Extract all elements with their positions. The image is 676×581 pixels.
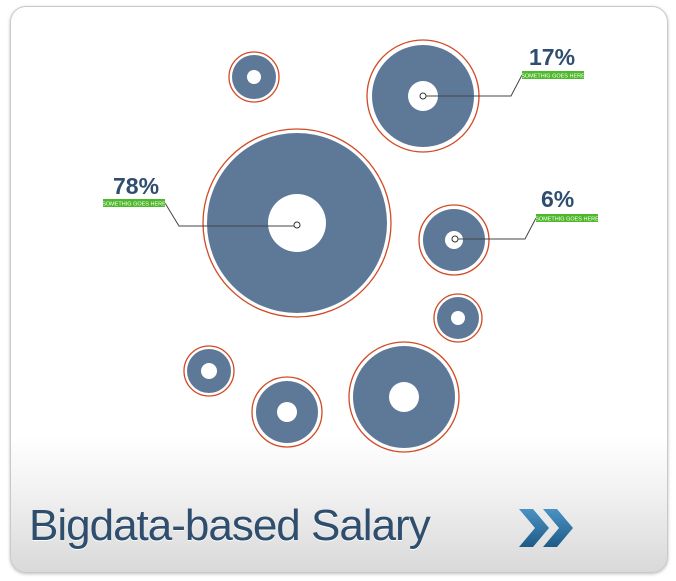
bubble-visualization: SOMETHIG GOES HERE 78% SOMETHIG GOES HER…: [102, 39, 599, 453]
double-chevron-right-icon[interactable]: [515, 505, 579, 551]
bubble-small-top: [228, 51, 280, 103]
callout-78-label: SOMETHIG GOES HERE: [102, 201, 166, 207]
callout-78-value: 78%: [113, 173, 159, 199]
bubble-78-percent: [202, 128, 392, 318]
callout-6-label-bg: [536, 214, 598, 222]
bubble-small-right: [433, 293, 483, 343]
callout-6-label: SOMETHIG GOES HERE: [535, 216, 599, 222]
callout-17: SOMETHIG GOES HERE 17%: [426, 44, 585, 97]
bubble-large-bottom: [348, 341, 460, 453]
callout-17-value: 17%: [529, 44, 575, 70]
bubble-17-percent: [366, 39, 480, 153]
salary-card[interactable]: SOMETHIG GOES HERE 78% SOMETHIG GOES HER…: [10, 6, 668, 573]
callout-78: SOMETHIG GOES HERE 78%: [102, 173, 294, 227]
callout-6: SOMETHIG GOES HERE 6%: [458, 186, 599, 240]
callout-6-value: 6%: [541, 186, 574, 212]
bubble-6-percent: [418, 204, 490, 276]
callout-78-label-bg: [103, 199, 165, 207]
callout-17-label-bg: [522, 71, 584, 79]
bubble-medium-bottom: [251, 376, 323, 448]
bubble-small-bottom-left: [183, 345, 235, 397]
card-title: Bigdata-based Salary: [29, 501, 431, 550]
callout-17-label: SOMETHIG GOES HERE: [521, 73, 585, 79]
